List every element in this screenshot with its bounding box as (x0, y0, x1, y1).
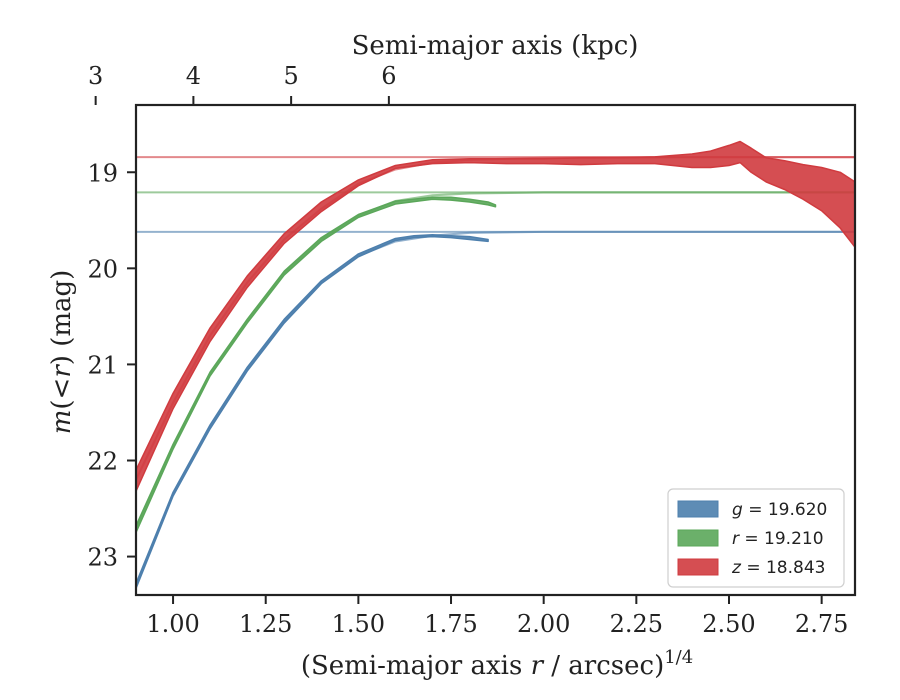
profile-band-z (136, 140, 855, 492)
y-tick-label: 23 (87, 544, 118, 572)
y-tick-label: 22 (87, 447, 118, 475)
y-axis: 19 20 21 22 23 (87, 159, 136, 572)
legend-label-g: g = 19.620 (732, 500, 827, 520)
x-axis: 1.00 1.25 1.50 1.75 2.00 2.25 2.50 2.75 (146, 595, 848, 638)
legend-swatch-r (677, 529, 719, 547)
profile-band-r (136, 196, 497, 534)
legend: g = 19.620 r = 19.210 z = 18.843 (667, 488, 845, 588)
profile-band-g (136, 233, 489, 590)
top-tick-label: 3 (88, 62, 103, 90)
legend-label-z: z = 18.843 (731, 558, 825, 578)
x-tick-label: 2.25 (610, 610, 663, 638)
top-tick-label: 5 (283, 62, 298, 90)
plot-series (136, 140, 855, 590)
y-tick-label: 19 (87, 159, 118, 187)
x-tick-label: 2.00 (517, 610, 570, 638)
x-tick-label: 1.75 (424, 610, 477, 638)
top-tick-label: 4 (186, 62, 201, 90)
x-tick-label: 2.50 (702, 610, 755, 638)
y-tick-label: 21 (87, 351, 118, 379)
legend-items: g = 19.620 r = 19.210 z = 18.843 (677, 500, 827, 578)
y-tick-label: 20 (87, 255, 118, 283)
y-axis-label: m(<r) (mag) (47, 270, 77, 435)
x-tick-label: 1.25 (239, 610, 292, 638)
series-group (136, 140, 855, 590)
legend-swatch-z (677, 558, 719, 576)
top-tick-label: 6 (381, 62, 396, 90)
x-tick-label: 2.75 (795, 610, 848, 638)
x-tick-label: 1.50 (332, 610, 385, 638)
top-axis: 3 4 5 6 (88, 62, 397, 105)
top-axis-label: Semi-major axis (kpc) (352, 31, 639, 61)
x-tick-label: 1.00 (146, 610, 199, 638)
x-axis-label: (Semi-major axis r / arcsec)1/4 (301, 647, 693, 681)
legend-label-r: r = 19.210 (732, 529, 824, 549)
legend-swatch-g (677, 500, 719, 518)
plot-frame (134, 103, 857, 597)
